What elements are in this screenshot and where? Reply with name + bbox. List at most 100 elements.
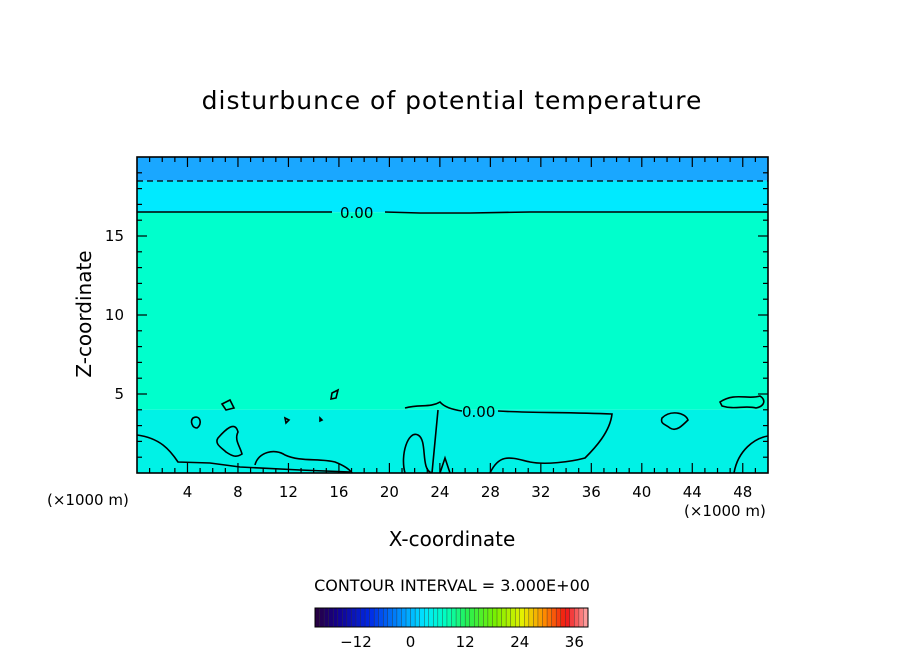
colorbar-cell (483, 607, 489, 628)
colorbar-cell (319, 607, 325, 628)
colorbar-cell (565, 607, 571, 628)
colorbar-cell (569, 607, 575, 628)
contour-right-corner (733, 435, 768, 473)
colorbar-cell (442, 607, 448, 628)
colorbar-cell (323, 607, 330, 628)
contour-spike (439, 455, 451, 473)
colorbar-cell (410, 607, 416, 628)
colorbar-cell (542, 607, 548, 628)
x-tick-label: 48 (733, 483, 752, 501)
colorbar-cell (515, 607, 521, 628)
contour-small-3 (216, 425, 243, 457)
colorbar-tick-label: 36 (565, 633, 584, 651)
colorbar-cell (419, 607, 425, 628)
colorbar-cell (487, 607, 493, 628)
colorbar-cell (342, 607, 348, 628)
colorbar-cell (337, 607, 343, 628)
x-axis-ticks (149, 157, 756, 473)
colorbar-cell (387, 607, 393, 628)
colorbar-cell (551, 607, 557, 628)
colorbar-cell (519, 607, 525, 628)
colorbar-cell (578, 607, 584, 628)
x-tick-label: 24 (430, 483, 449, 501)
colorbar-cell (455, 607, 462, 628)
colorbar-cell (446, 607, 453, 628)
x-tick-label: 12 (279, 483, 298, 501)
colorbar-cell (546, 607, 553, 628)
contour-lines (137, 180, 768, 473)
contour-dot-2 (319, 416, 324, 423)
colorbar-cell (524, 607, 530, 628)
contour-dot-1 (283, 416, 291, 425)
colorbar-cell (460, 607, 466, 628)
contour-small-4 (330, 388, 340, 401)
chart-title: disturbunce of potential temperature (201, 86, 703, 115)
x-unit-label-left: (×1000 m) (47, 491, 129, 509)
contour-right-1 (660, 412, 689, 431)
x-tick-label: 32 (531, 483, 550, 501)
colorbar-cell (560, 607, 566, 628)
colorbar-cell (424, 607, 430, 628)
x-tick-label: 44 (683, 483, 702, 501)
colorbar-cell (510, 607, 516, 628)
colorbar-cell (378, 607, 384, 628)
colorbar-cell (396, 607, 402, 628)
x-tick-label: 20 (380, 483, 399, 501)
x-unit-label-right: (×1000 m) (684, 502, 766, 520)
colorbar-cell (314, 607, 321, 628)
x-axis-label-text: X-coordinate (388, 527, 516, 551)
colorbar-cell (469, 607, 475, 628)
contour-small-2 (220, 398, 236, 411)
x-axis-tick-labels: 4 8 12 16 20 24 28 32 36 40 44 48 (183, 483, 753, 501)
field-band-2 (137, 212, 768, 410)
colorbar-cell (401, 607, 407, 628)
x-tick-label: 4 (183, 483, 193, 501)
contour-zero-mid (404, 400, 613, 473)
contour-bump-mid (254, 450, 353, 473)
colorbar-tick-label: 12 (456, 633, 475, 651)
y-axis-label: Z-coordinate (72, 250, 96, 378)
colorbar-cell (369, 607, 375, 628)
colorbar-cell (383, 607, 389, 628)
colorbar-tick-label: −12 (340, 633, 372, 651)
colorbar-cell (433, 607, 439, 628)
contour-label-mid: 0.00 (462, 403, 495, 421)
y-tick-label: 15 (105, 227, 124, 245)
colorbar-cell (351, 607, 357, 628)
x-axis-label: X-coordinate (0, 527, 904, 551)
colorbar-cell (355, 607, 362, 628)
colorbar-cell (405, 607, 412, 628)
colorbar-cell (474, 607, 480, 628)
colorbar-cell (328, 607, 334, 628)
x-tick-label: 36 (582, 483, 601, 501)
colorbar-cell (501, 607, 507, 628)
colorbar-cell (346, 607, 352, 628)
colorbar-cell (392, 607, 398, 628)
contour-labels: 0.00 0.00 (340, 204, 495, 421)
colorbar-cell (414, 607, 421, 628)
colorbar-cell (464, 607, 471, 628)
colorbar-cell (537, 607, 544, 628)
colorbar-cell (478, 607, 484, 628)
contour-interval-label: CONTOUR INTERVAL = 3.000E+00 (314, 576, 590, 595)
colorbar-cell (364, 607, 371, 628)
colorbar-cell (492, 607, 498, 628)
contour-zero-upper (137, 211, 768, 214)
y-tick-label: 10 (105, 306, 124, 324)
colorbar-cell (373, 607, 380, 628)
contour-left-corner (137, 434, 351, 473)
field-band-3 (137, 409, 768, 473)
colorbar-frame (314, 607, 589, 628)
contour-small-1 (190, 416, 202, 429)
y-axis-tick-labels: 5 10 15 (105, 227, 124, 403)
colorbar-cell (528, 607, 534, 628)
colorbar-cell (574, 607, 580, 628)
colorbar (314, 607, 589, 628)
field-bands (137, 157, 768, 473)
colorbar-cell (428, 607, 434, 628)
x-tick-label: 28 (481, 483, 500, 501)
y-axis-ticks (137, 172, 768, 458)
contour-label-upper: 0.00 (340, 204, 373, 222)
colorbar-tick-label: 24 (510, 633, 529, 651)
